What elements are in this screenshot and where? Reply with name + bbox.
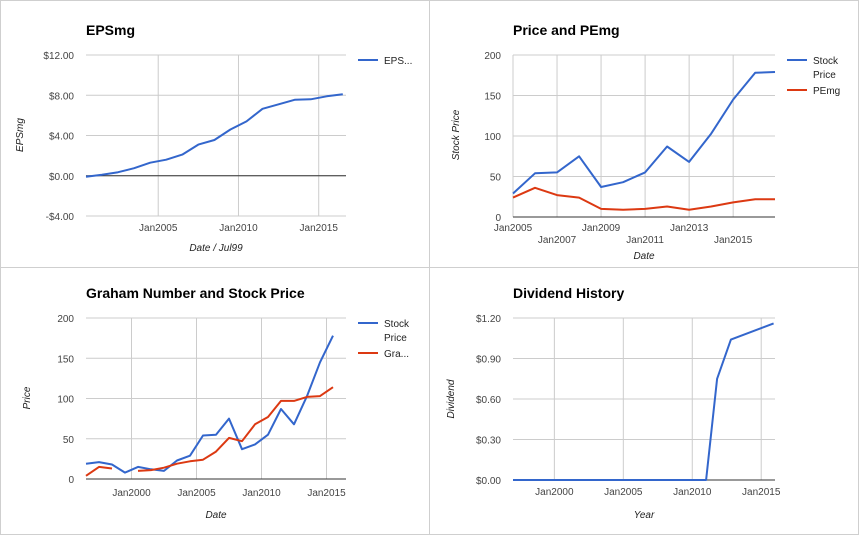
y-tick-label: $0.60 bbox=[476, 395, 501, 406]
x-tick-label: Jan2005 bbox=[177, 488, 216, 499]
y-tick-label: 50 bbox=[63, 435, 75, 446]
chart-svg: Price and PEmg 0 50 100 150 200 Jan2005 Jan2007… bbox=[451, 22, 840, 262]
chart-title: Graham Number and Stock Price bbox=[86, 285, 305, 301]
x-tick-label: Jan2015 bbox=[307, 488, 346, 499]
y-tick-label: $1.20 bbox=[476, 314, 501, 325]
y-tick-label: $0.90 bbox=[476, 355, 501, 366]
chart-svg: EPSmg -$4.00 $0.00 $4.00 $8.00 $12.00 Jan2005 J… bbox=[15, 22, 412, 254]
chart-svg: Graham Number and Stock Price 0 50 100 150 20… bbox=[22, 285, 410, 521]
y-tick-label: 150 bbox=[57, 354, 74, 365]
x-tick-label: Jan2015 bbox=[742, 487, 781, 498]
price-pe-chart-panel: Price and PEmg 0 50 100 150 200 Jan2005 Jan2007… bbox=[429, 0, 859, 268]
x-tick-label: Jan2005 bbox=[494, 223, 533, 234]
x-tick-label: Jan2010 bbox=[673, 487, 712, 498]
series-line-series bbox=[513, 322, 774, 481]
y-tick-label: 200 bbox=[484, 51, 501, 62]
series-line-pemg bbox=[512, 186, 775, 211]
x-tick-label: Jan2011 bbox=[626, 235, 664, 246]
y-tick-label: $12.00 bbox=[43, 51, 74, 62]
x-tick-label: Jan2000 bbox=[535, 487, 574, 498]
x-tick-label: Jan2000 bbox=[112, 488, 151, 499]
series-line-eps bbox=[85, 93, 343, 178]
series-line-stock-price bbox=[512, 71, 776, 195]
legend-label: EPS... bbox=[384, 56, 412, 67]
chart-title: EPSmg bbox=[86, 22, 135, 38]
y-tick-label: $4.00 bbox=[49, 132, 74, 143]
x-tick-label: Jan2007 bbox=[538, 235, 577, 246]
y-tick-label: 100 bbox=[484, 132, 501, 143]
series-line-gra bbox=[137, 386, 334, 472]
y-tick-label: 100 bbox=[57, 395, 74, 406]
chart-title: Price and PEmg bbox=[513, 22, 620, 38]
x-tick-label: Jan2010 bbox=[242, 488, 281, 499]
x-axis-label: Date bbox=[205, 510, 227, 521]
y-tick-label: 0 bbox=[495, 213, 501, 224]
x-tick-label: Jan2009 bbox=[582, 223, 621, 234]
legend-label: Gra... bbox=[384, 349, 409, 360]
x-tick-label: Jan2005 bbox=[604, 487, 643, 498]
chart-title: Dividend History bbox=[513, 285, 624, 301]
y-tick-label: 0 bbox=[68, 475, 74, 486]
y-tick-label: 50 bbox=[490, 173, 502, 184]
y-axis-label: Dividend bbox=[446, 379, 457, 418]
x-axis-label: Date / Jul99 bbox=[189, 243, 243, 254]
legend-label: PEmg bbox=[813, 86, 840, 97]
y-tick-label: -$4.00 bbox=[46, 212, 75, 223]
series-line-stock-price bbox=[85, 335, 334, 474]
x-axis-label: Year bbox=[634, 510, 655, 521]
y-tick-label: 150 bbox=[484, 92, 501, 103]
y-tick-label: $0.00 bbox=[49, 172, 74, 183]
y-axis-label: EPSmg bbox=[15, 118, 26, 152]
y-axis-label: Stock Price bbox=[451, 109, 462, 160]
x-axis-label: Date bbox=[633, 251, 655, 262]
y-tick-label: $0.00 bbox=[476, 476, 501, 487]
x-tick-label: Jan2010 bbox=[219, 223, 258, 234]
y-tick-label: 200 bbox=[57, 314, 74, 325]
x-tick-label: Jan2015 bbox=[300, 223, 339, 234]
x-tick-label: Jan2005 bbox=[139, 223, 178, 234]
graham-chart-panel: Graham Number and Stock Price 0 50 100 150 20… bbox=[0, 267, 430, 535]
y-tick-label: $8.00 bbox=[49, 91, 74, 102]
chart-svg: Dividend History $0.00 $0.30 $0.60 $0.90 $1.2… bbox=[446, 285, 781, 521]
y-axis-label: Price bbox=[22, 386, 33, 409]
dividend-chart-panel: Dividend History $0.00 $0.30 $0.60 $0.90 $1.2… bbox=[429, 267, 859, 535]
series-line-gra bbox=[85, 465, 113, 477]
legend-label: Stock Price bbox=[384, 319, 410, 344]
legend-label: Stock Price bbox=[813, 56, 839, 81]
y-tick-label: $0.30 bbox=[476, 436, 501, 447]
x-tick-label: Jan2015 bbox=[714, 235, 753, 246]
x-tick-label: Jan2013 bbox=[670, 223, 709, 234]
eps-chart-panel: EPSmg -$4.00 $0.00 $4.00 $8.00 $12.00 Jan2005 J… bbox=[0, 0, 430, 268]
